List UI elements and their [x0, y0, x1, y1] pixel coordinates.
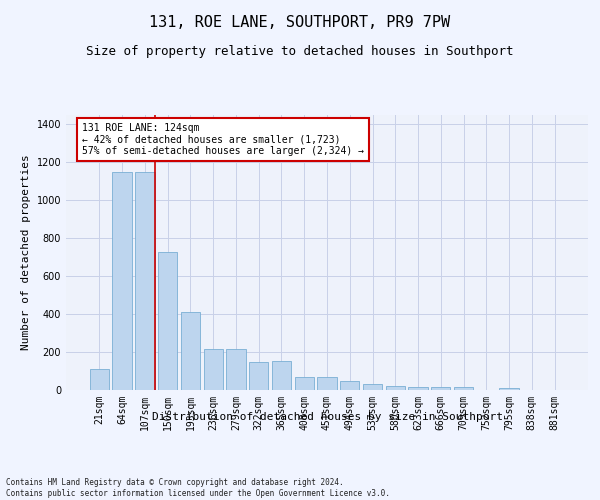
Bar: [499, 388, 519, 390]
Text: Distribution of detached houses by size in Southport: Distribution of detached houses by size …: [151, 412, 503, 422]
Bar: [363, 384, 382, 390]
Bar: [112, 172, 132, 390]
Text: 131, ROE LANE, SOUTHPORT, PR9 7PW: 131, ROE LANE, SOUTHPORT, PR9 7PW: [149, 15, 451, 30]
Bar: [90, 369, 109, 390]
Bar: [431, 387, 451, 390]
Bar: [295, 376, 314, 390]
Text: Size of property relative to detached houses in Southport: Size of property relative to detached ho…: [86, 45, 514, 58]
Bar: [226, 349, 245, 390]
Text: 131 ROE LANE: 124sqm
← 42% of detached houses are smaller (1,723)
57% of semi-de: 131 ROE LANE: 124sqm ← 42% of detached h…: [82, 123, 364, 156]
Bar: [454, 387, 473, 390]
Y-axis label: Number of detached properties: Number of detached properties: [21, 154, 31, 350]
Bar: [135, 172, 155, 390]
Bar: [409, 387, 428, 390]
Bar: [272, 360, 291, 390]
Text: Contains HM Land Registry data © Crown copyright and database right 2024.
Contai: Contains HM Land Registry data © Crown c…: [6, 478, 390, 498]
Bar: [158, 252, 178, 390]
Bar: [249, 362, 268, 390]
Bar: [181, 312, 200, 390]
Bar: [386, 386, 405, 390]
Bar: [203, 349, 223, 390]
Bar: [317, 376, 337, 390]
Bar: [340, 381, 359, 390]
